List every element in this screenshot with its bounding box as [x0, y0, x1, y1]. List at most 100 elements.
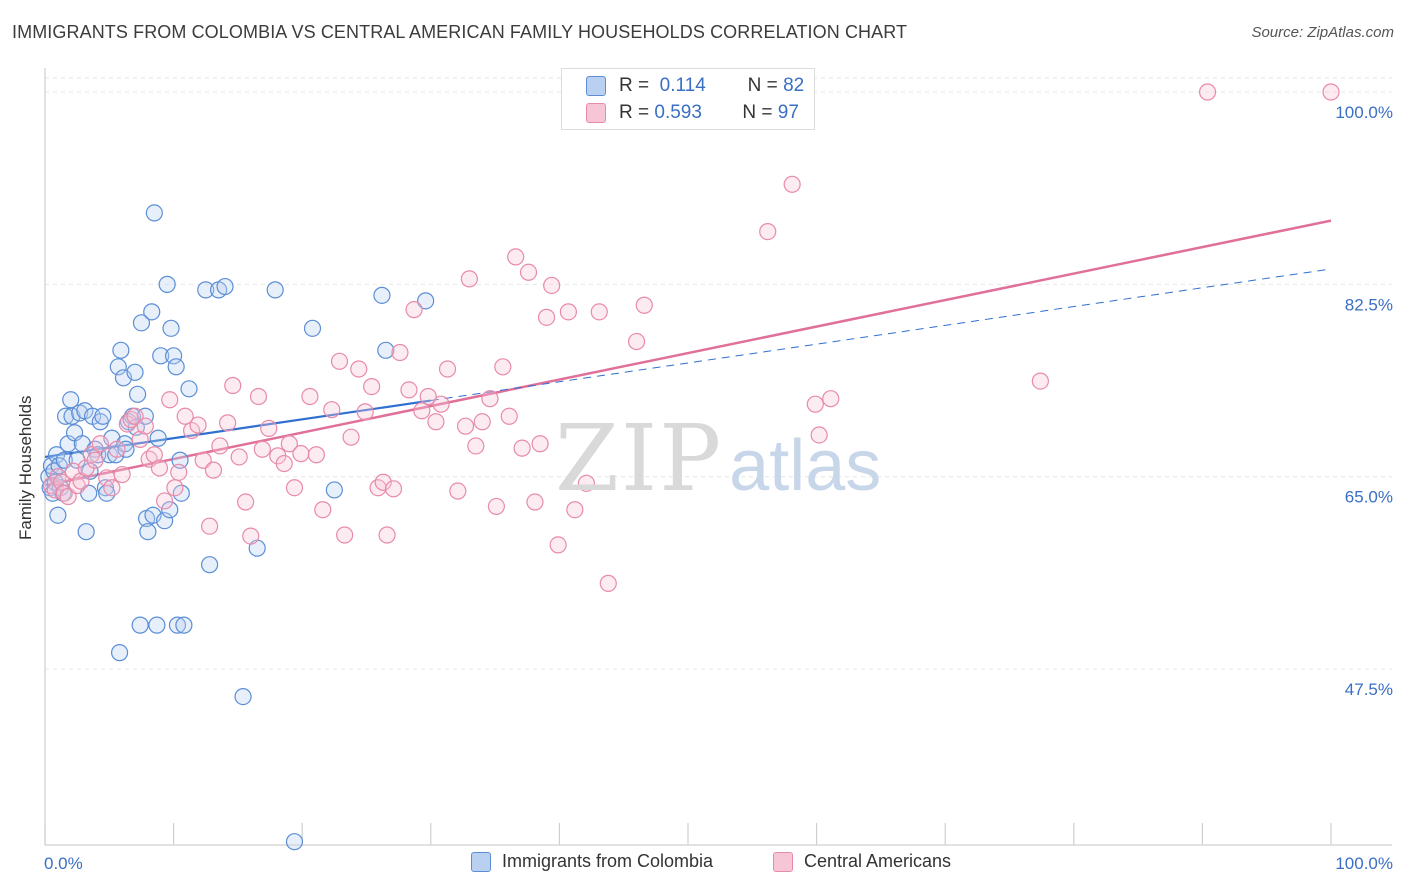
legend-item-colombia[interactable]: Immigrants from Colombia — [471, 851, 713, 872]
point-colombia — [325, 481, 343, 499]
point-colombia — [201, 556, 219, 574]
point-central-american — [487, 497, 505, 516]
point-colombia — [155, 512, 174, 530]
point-colombia — [197, 281, 215, 299]
point-colombia — [167, 358, 185, 376]
point-central-american — [432, 395, 450, 413]
point-central-american — [473, 413, 491, 431]
point-central-american — [314, 501, 332, 519]
point-colombia — [175, 616, 193, 634]
point-colombia — [285, 833, 304, 851]
point-central-american — [783, 175, 801, 193]
point-colombia — [117, 440, 135, 458]
point-central-american — [806, 395, 824, 413]
point-central-american — [237, 493, 255, 511]
r-value-central-americans: 0.593 — [654, 102, 702, 123]
point-colombia — [131, 616, 149, 634]
legend-label-central-americans: Central Americans — [804, 851, 952, 871]
point-central-american — [400, 381, 418, 399]
legend-row-central-americans: R = 0.593 N = 97 — [586, 102, 799, 124]
point-central-american — [342, 428, 360, 446]
point-colombia — [145, 204, 163, 222]
point-central-american — [405, 301, 423, 319]
point-central-american — [356, 403, 374, 421]
point-colombia — [110, 644, 129, 662]
n-value-colombia: 82 — [783, 75, 805, 96]
point-colombia — [180, 380, 198, 398]
point-colombia — [216, 277, 234, 296]
point-colombia — [149, 429, 167, 447]
point-central-american — [72, 472, 90, 490]
point-colombia — [139, 523, 157, 541]
point-central-american — [280, 435, 298, 453]
point-colombia — [377, 341, 395, 359]
point-central-american — [285, 479, 304, 497]
point-central-american — [467, 437, 485, 455]
legend-label-colombia: Immigrants from Colombia — [502, 851, 714, 871]
point-central-american — [427, 413, 445, 431]
point-central-american — [194, 451, 212, 469]
point-central-american — [275, 454, 293, 473]
point-central-american — [230, 448, 248, 466]
blue-swatch — [471, 851, 491, 872]
point-central-american — [253, 440, 271, 458]
point-central-american — [131, 430, 149, 448]
point-central-american — [577, 474, 596, 492]
point-central-american — [384, 480, 403, 498]
trend-line-colombia-extrapolated — [430, 268, 1332, 402]
point-colombia — [49, 506, 67, 524]
point-colombia — [132, 314, 151, 332]
source-label: Source: ZipAtlas.com — [1251, 24, 1394, 41]
point-colombia — [109, 358, 127, 376]
point-central-american — [260, 419, 278, 437]
point-central-american — [759, 222, 777, 241]
tick-labels: 47.5% 65.0% 82.5% 100.0% 0.0% 100.0% — [44, 103, 1393, 873]
point-central-american — [189, 416, 207, 434]
series-legend: Immigrants from Colombia Central America… — [0, 851, 1406, 879]
point-colombia — [112, 341, 130, 359]
point-central-american — [1031, 372, 1049, 390]
r-value-colombia: 0.114 — [659, 75, 706, 96]
trend-line-central-americans — [44, 219, 1332, 487]
point-colombia — [56, 407, 75, 425]
point-central-american — [419, 387, 437, 406]
legend-row-colombia: R = 0.114 N = 82 — [586, 75, 804, 97]
point-central-american — [204, 461, 223, 479]
chart-title: IMMIGRANTS FROM COLOMBIA VS CENTRAL AMER… — [12, 22, 908, 42]
point-central-american — [126, 407, 144, 425]
point-central-american — [566, 501, 584, 519]
point-central-american — [150, 459, 169, 477]
point-central-american — [500, 407, 518, 425]
point-colombia — [77, 523, 95, 541]
point-central-american — [242, 527, 260, 545]
point-colombia — [162, 319, 180, 337]
n-value-central-americans: 97 — [777, 102, 799, 123]
point-central-american — [224, 376, 242, 395]
point-colombia — [266, 281, 284, 299]
point-colombia — [417, 292, 435, 310]
point-colombia — [165, 347, 183, 365]
point-colombia — [158, 275, 176, 293]
point-central-american — [599, 574, 617, 592]
point-central-american — [481, 390, 499, 408]
point-central-american — [161, 391, 179, 409]
point-central-american — [438, 360, 457, 378]
point-central-american — [201, 517, 219, 535]
pink-swatch — [773, 851, 793, 872]
point-colombia — [128, 385, 147, 403]
point-central-american — [249, 387, 268, 406]
point-colombia — [161, 501, 179, 519]
point-central-american — [531, 435, 549, 453]
point-central-american — [822, 390, 840, 408]
legend-item-central-americans[interactable]: Central Americans — [773, 851, 951, 872]
point-central-american — [810, 426, 828, 444]
point-colombia — [168, 616, 187, 634]
point-central-american — [526, 493, 544, 511]
point-colombia — [59, 435, 77, 453]
point-central-american — [1322, 83, 1340, 101]
point-central-american — [635, 296, 653, 314]
n-label: N = — [747, 75, 778, 96]
y-axis-label: Family Households — [16, 395, 35, 540]
point-central-american — [170, 463, 188, 481]
point-central-american — [590, 303, 608, 321]
